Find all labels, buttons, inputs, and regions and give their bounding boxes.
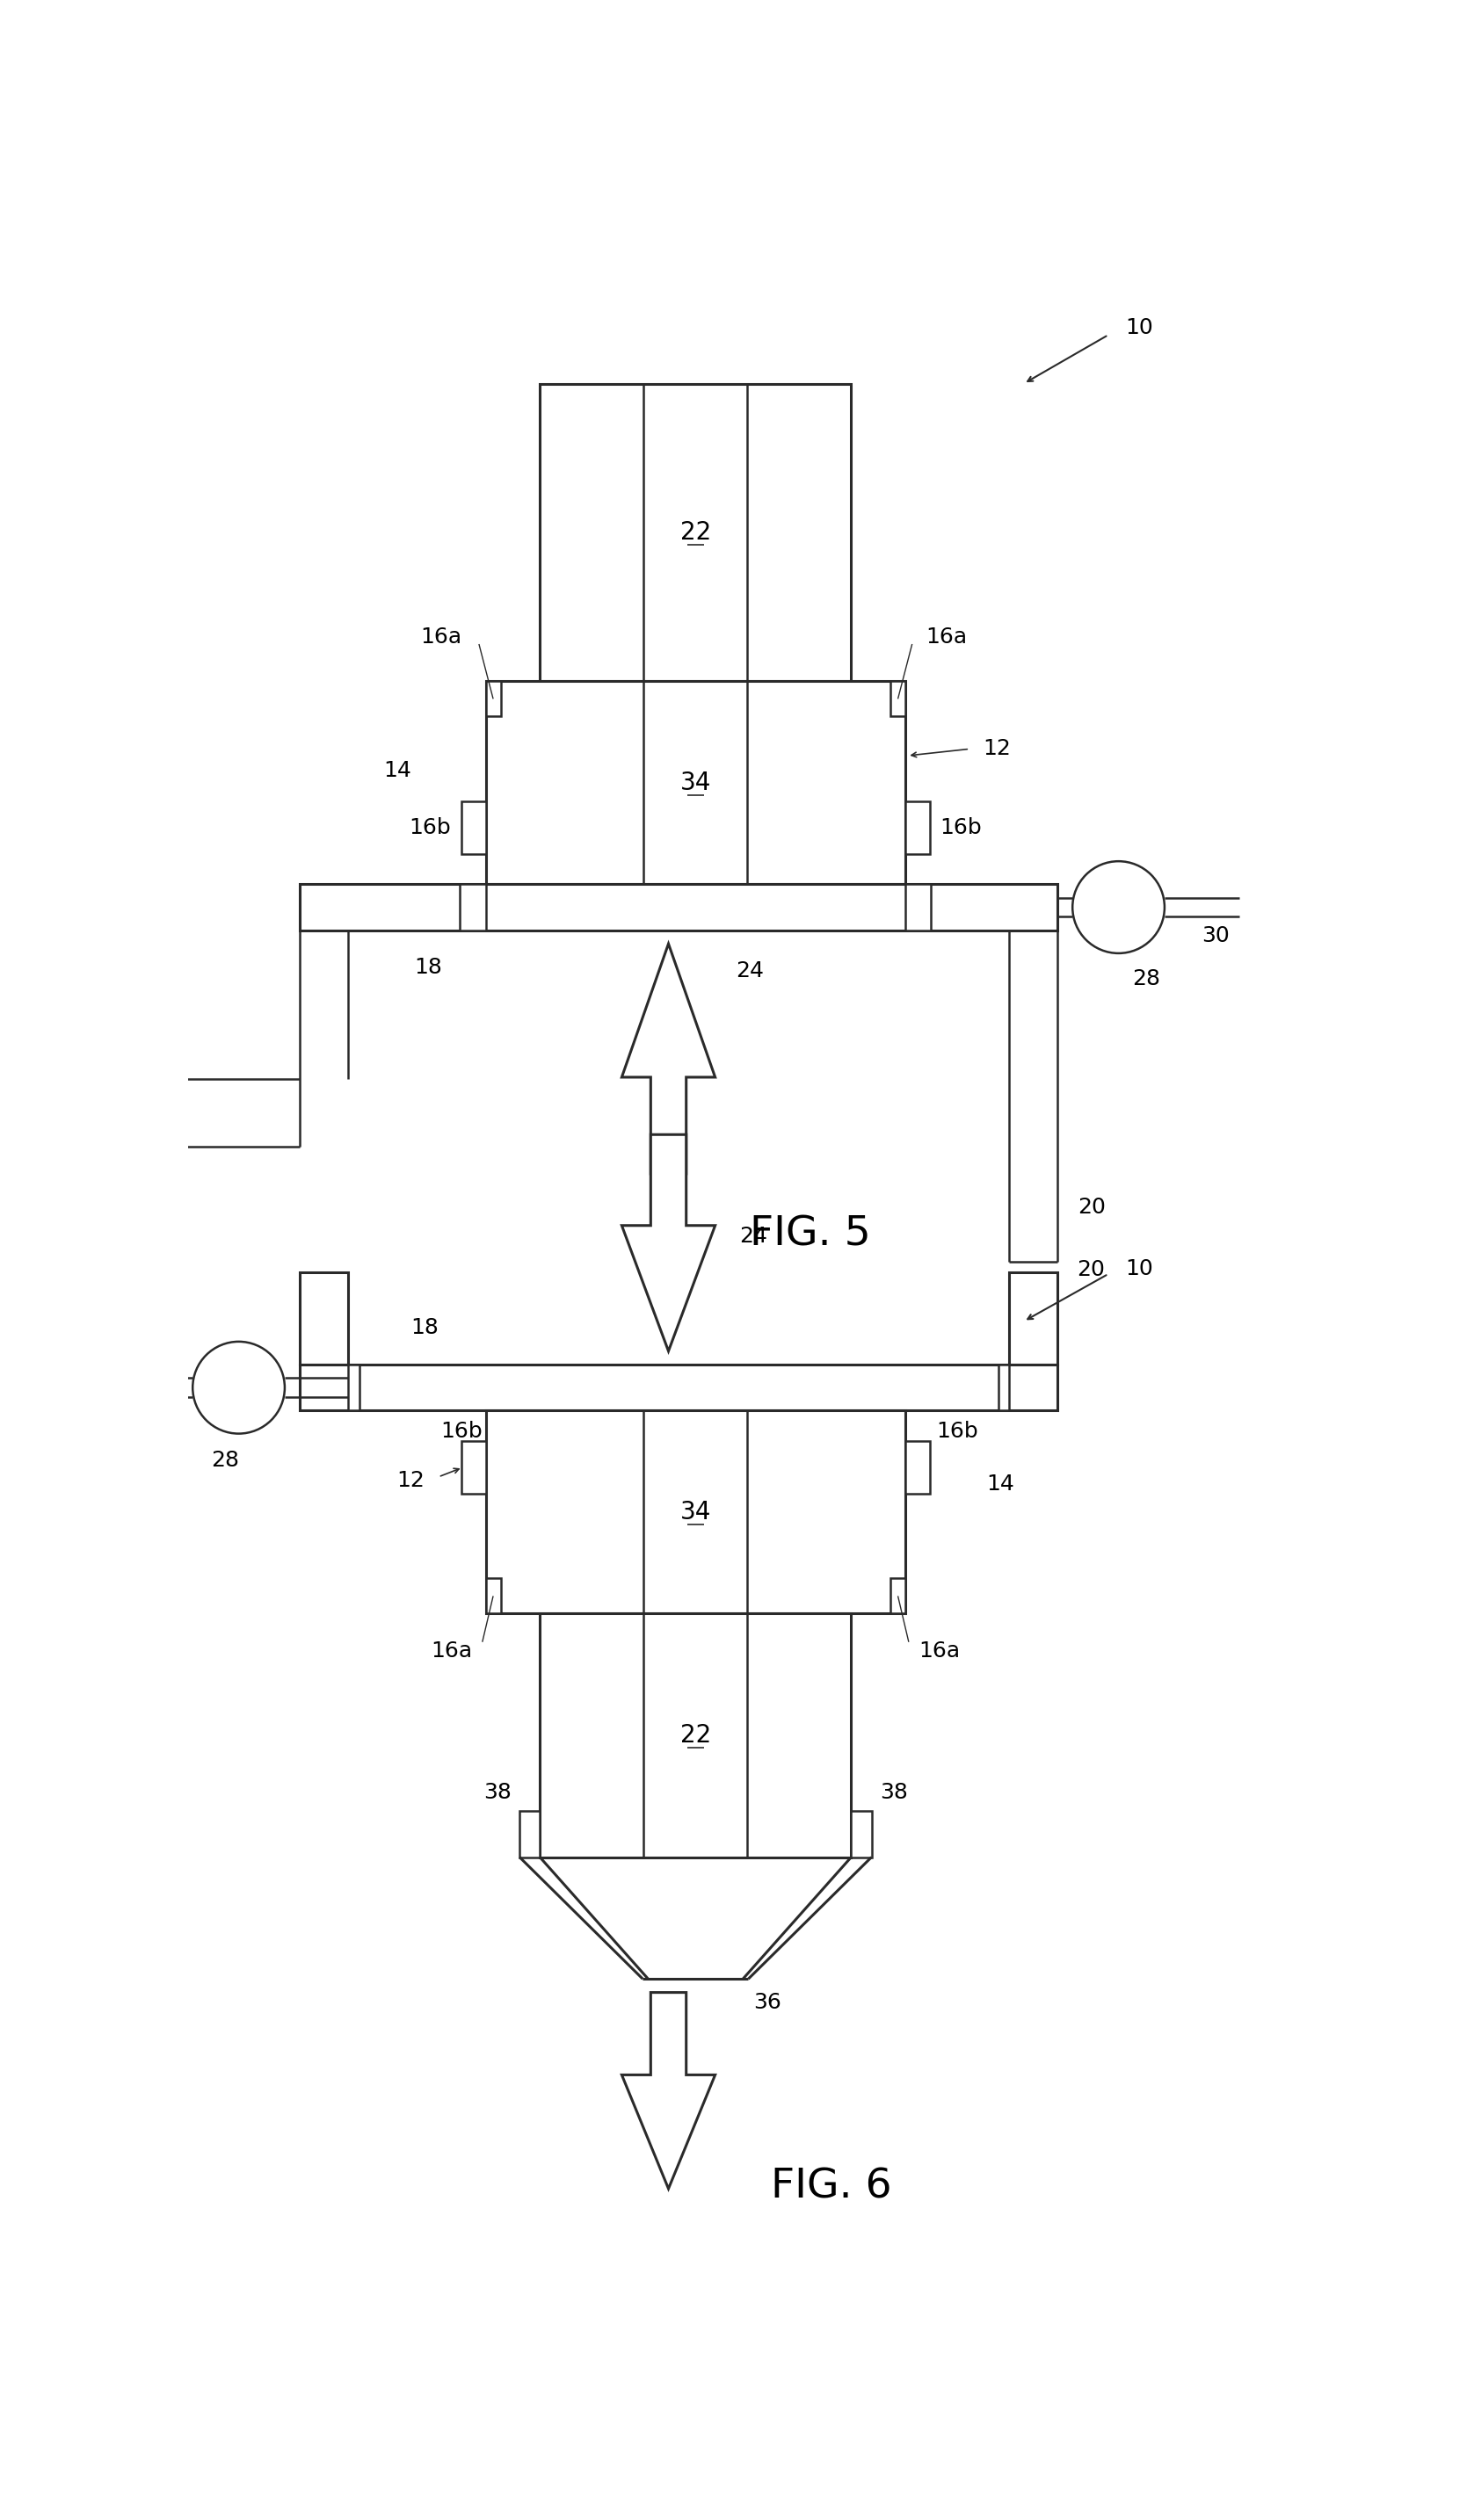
Bar — [461, 1441, 486, 1494]
Text: 16a: 16a — [926, 627, 967, 648]
Bar — [905, 1441, 930, 1494]
Text: 34: 34 — [680, 771, 710, 796]
Text: 28: 28 — [1132, 968, 1160, 990]
Text: 16b: 16b — [940, 816, 982, 839]
Text: 16a: 16a — [420, 627, 461, 648]
Text: 24: 24 — [740, 1225, 768, 1247]
Bar — [998, 1366, 1008, 1411]
Bar — [486, 1411, 905, 1613]
Text: 16b: 16b — [410, 816, 451, 839]
Text: 36: 36 — [753, 1993, 781, 2013]
Text: 28: 28 — [211, 1449, 239, 1472]
Text: 12: 12 — [983, 738, 1011, 759]
Bar — [486, 680, 905, 885]
Text: 16a: 16a — [918, 1641, 960, 1661]
Circle shape — [193, 1341, 284, 1434]
Text: 34: 34 — [680, 1499, 710, 1525]
Polygon shape — [622, 1134, 715, 1351]
Text: 38: 38 — [483, 1782, 511, 1802]
Bar — [1008, 1273, 1058, 1366]
Text: 24: 24 — [736, 960, 764, 980]
Text: 22: 22 — [680, 1724, 710, 1749]
Text: 30: 30 — [1201, 925, 1229, 945]
Bar — [890, 680, 905, 716]
Text: 18: 18 — [411, 1318, 439, 1338]
Text: 22: 22 — [680, 519, 710, 544]
Text: 14: 14 — [986, 1474, 1014, 1494]
Text: 14: 14 — [383, 761, 411, 781]
Bar — [348, 1366, 360, 1411]
Text: 10: 10 — [1125, 1257, 1153, 1280]
Text: 38: 38 — [880, 1782, 908, 1802]
Bar — [299, 1366, 1058, 1411]
Text: 12: 12 — [397, 1469, 425, 1492]
Bar — [486, 680, 501, 716]
Bar — [519, 1812, 539, 1857]
Text: 20: 20 — [1077, 1197, 1106, 1217]
Bar — [539, 383, 850, 680]
Text: 16a: 16a — [430, 1641, 472, 1661]
Text: 16b: 16b — [936, 1421, 979, 1441]
Bar — [539, 1613, 850, 1857]
Polygon shape — [622, 1993, 715, 2190]
Bar — [460, 885, 486, 930]
Polygon shape — [622, 945, 715, 1174]
Circle shape — [1073, 862, 1164, 953]
Bar — [486, 1578, 501, 1613]
Text: 20: 20 — [1076, 1260, 1104, 1280]
Bar — [299, 1273, 348, 1366]
Bar — [890, 1578, 905, 1613]
Text: 18: 18 — [414, 958, 442, 978]
Bar — [461, 801, 486, 854]
Bar — [905, 801, 930, 854]
Bar — [905, 885, 932, 930]
Bar — [299, 885, 1058, 930]
Text: 10: 10 — [1125, 318, 1153, 338]
Text: FIG. 5: FIG. 5 — [750, 1215, 871, 1255]
Text: 16b: 16b — [441, 1421, 482, 1441]
Bar — [850, 1812, 871, 1857]
Text: FIG. 6: FIG. 6 — [771, 2167, 892, 2208]
